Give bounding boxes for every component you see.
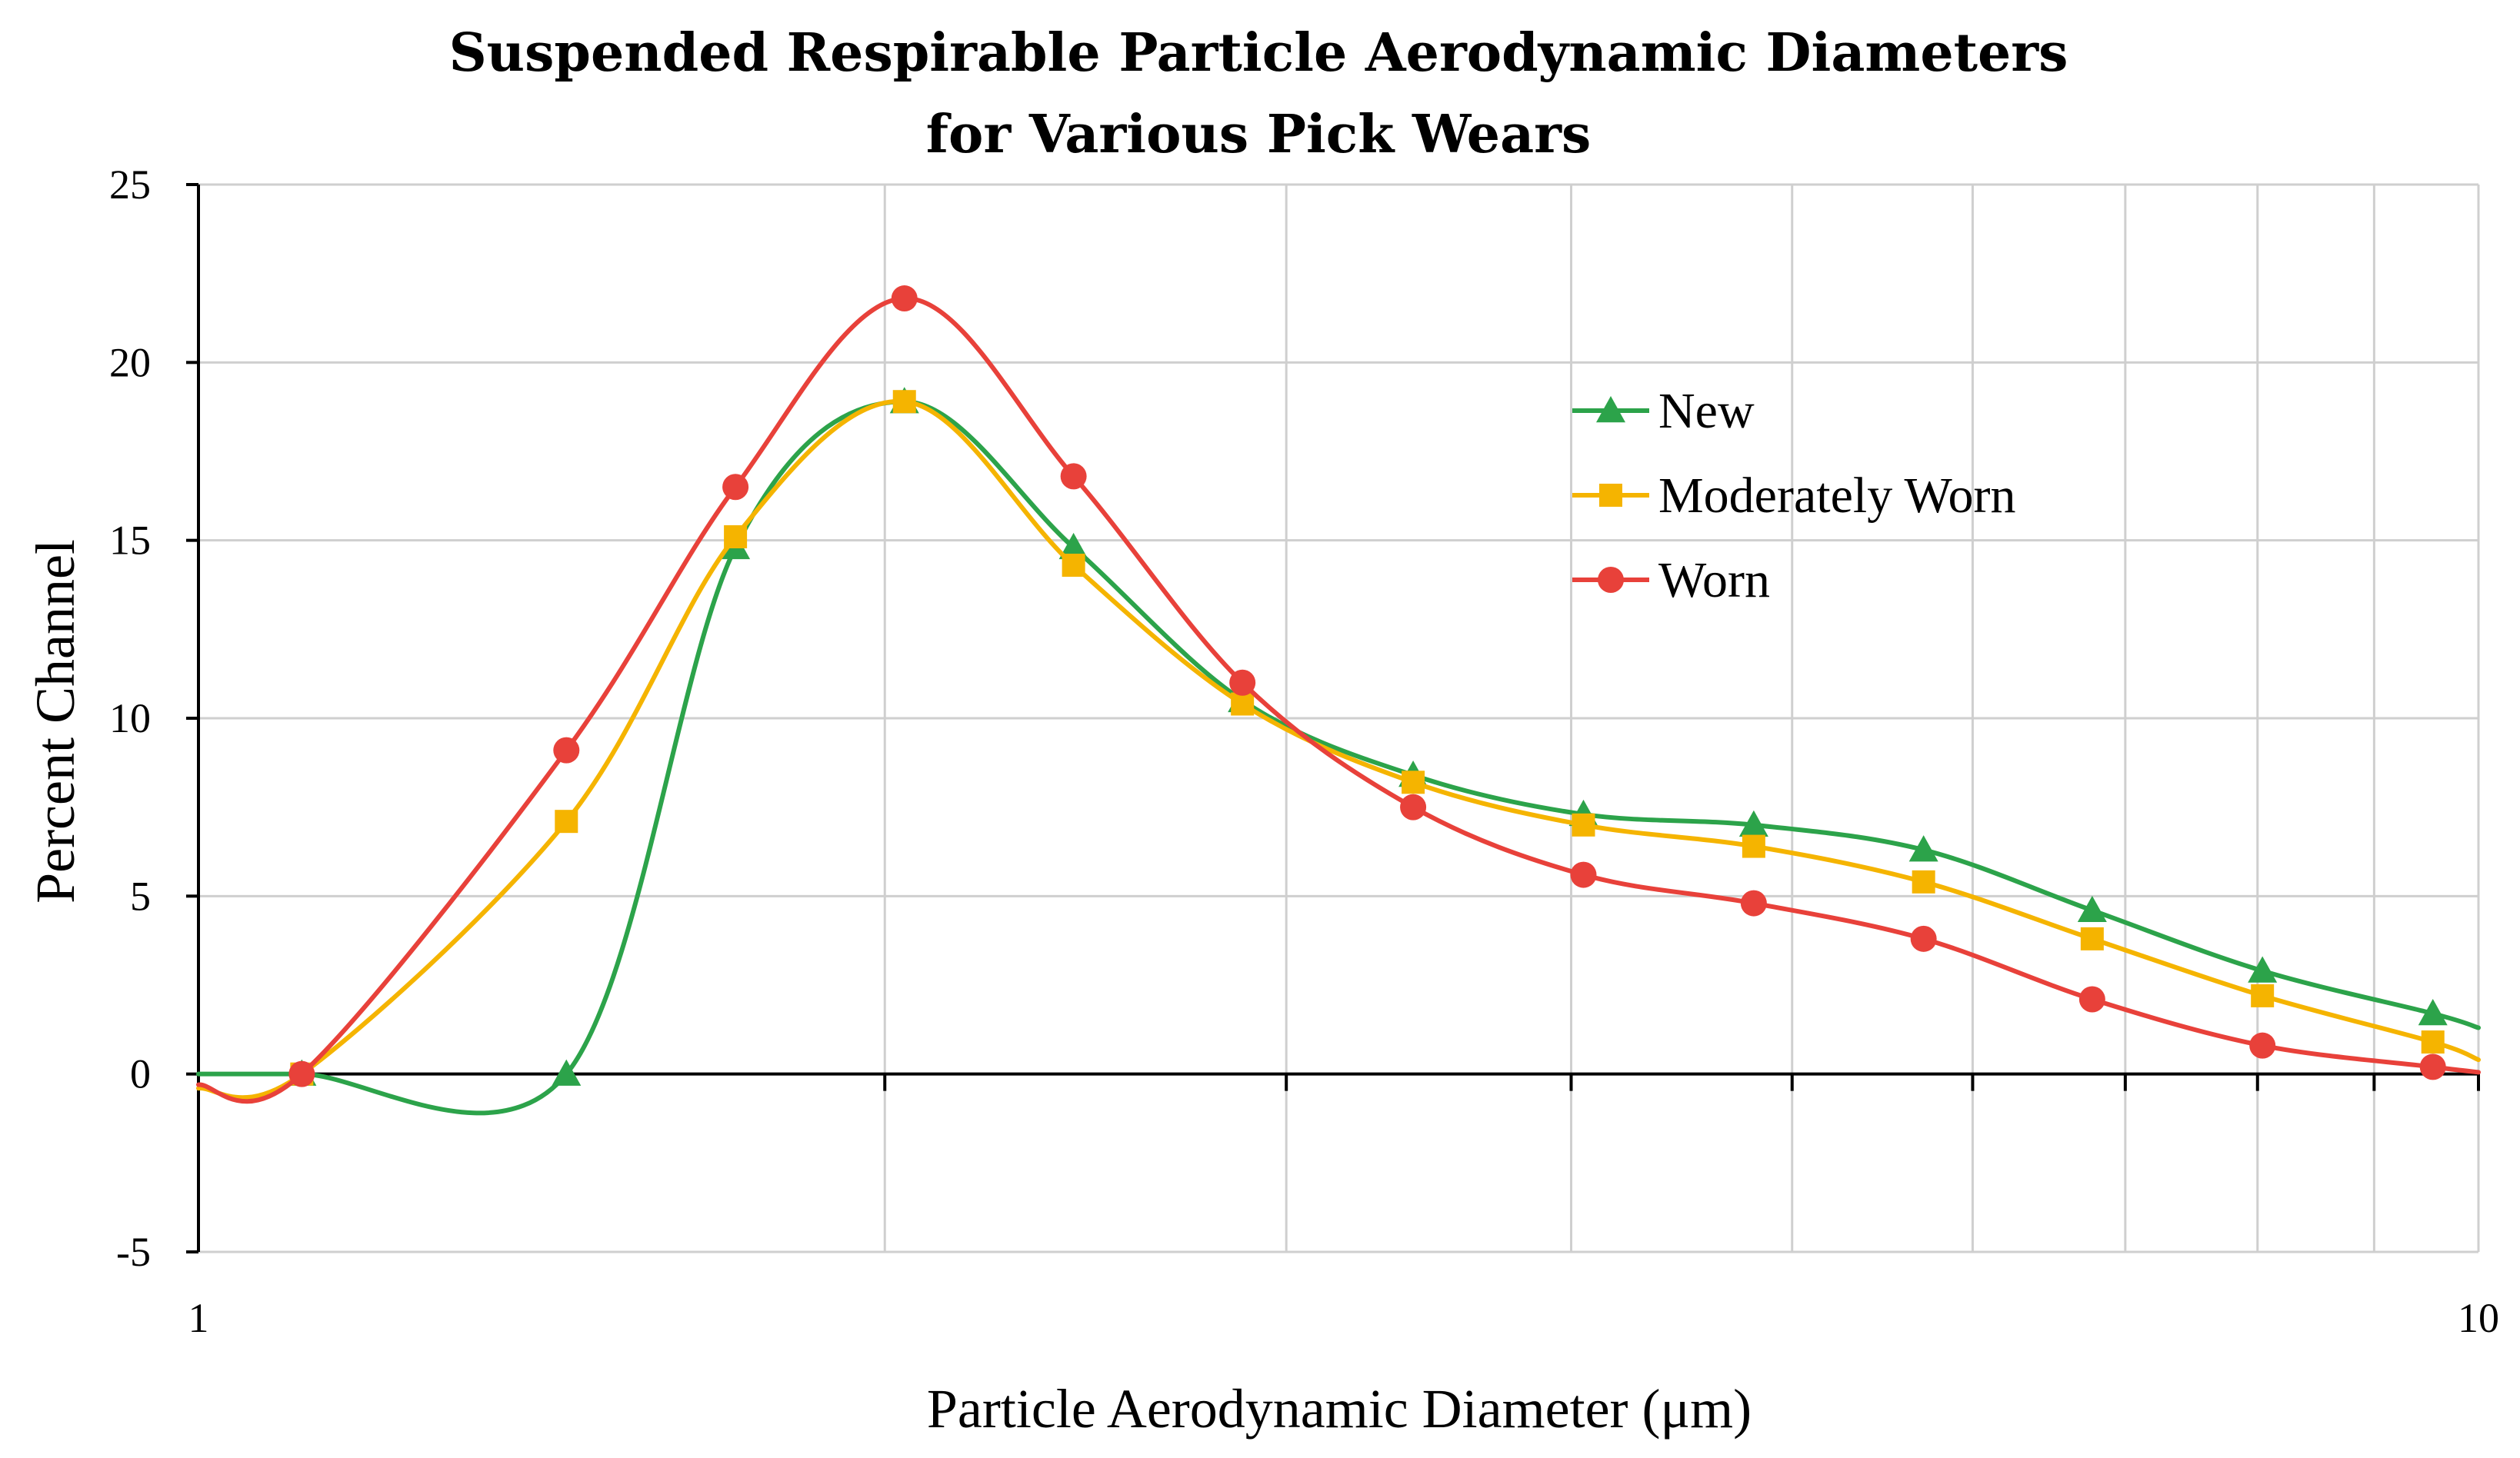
data-point [1740, 890, 1767, 917]
data-point [892, 390, 916, 414]
y-tick-label: 5 [130, 873, 151, 919]
legend-label: Worn [1658, 552, 1770, 608]
series-line [196, 399, 2481, 1116]
data-point [1400, 794, 1427, 821]
data-point [2078, 986, 2105, 1013]
data-point [1229, 669, 1256, 696]
y-tick-label: 10 [109, 695, 151, 741]
legend-label: New [1658, 383, 1755, 439]
x-tick-label: 10 [2458, 1295, 2499, 1341]
data-point [1231, 692, 1255, 716]
legend-marker [1596, 396, 1625, 423]
data-point [2421, 1030, 2445, 1054]
data-point [891, 285, 918, 312]
data-point [1908, 835, 1938, 862]
legend-entry: Moderately Worn [1572, 468, 2016, 524]
data-point [2077, 895, 2107, 923]
data-point [2249, 1032, 2276, 1059]
y-tick-label: 25 [109, 161, 151, 208]
x-tick-label: 1 [188, 1295, 209, 1341]
data-point [1402, 771, 1425, 794]
series-new [196, 387, 2481, 1116]
tick-labels: -5 0 5 10 15 20 25 1 10 [109, 161, 2499, 1341]
data-point [1572, 813, 1595, 837]
chart-title-line-1: Suspended Respirable Particle Aerodynami… [449, 22, 2068, 84]
data-point [2418, 999, 2448, 1026]
data-point [1742, 834, 1765, 858]
legend: New Moderately Worn Worn [1572, 383, 2016, 608]
legend-entry: New [1572, 383, 1755, 439]
y-axis-label: Percent Channel [25, 539, 86, 904]
y-tick-label: 20 [109, 339, 151, 385]
data-point [1570, 861, 1597, 888]
data-point [1062, 554, 1085, 578]
data-point [288, 1060, 315, 1087]
data-point [2080, 927, 2104, 950]
chart-title-line-2: for Various Pick Wears [926, 104, 1592, 165]
data-point [2251, 984, 2275, 1007]
legend-entry: Worn [1572, 552, 1770, 608]
y-tick-label: 0 [130, 1051, 151, 1097]
data-point [1912, 870, 1935, 894]
y-tick-label: 15 [109, 518, 151, 564]
series-line [196, 399, 2481, 1100]
data-point [2419, 1054, 2446, 1080]
series-worn [196, 285, 2481, 1104]
data-point [1058, 532, 1088, 560]
data-point [1738, 810, 1768, 837]
data-point [724, 525, 748, 549]
chart-title: Suspended Respirable Particle Aerodynami… [449, 22, 2068, 165]
data-point [1060, 463, 1087, 490]
series-line [196, 296, 2481, 1104]
data-point [553, 737, 580, 764]
data-point [2248, 956, 2278, 983]
legend-marker [1598, 567, 1624, 593]
x-axis-label: Particle Aerodynamic Diameter (μm) [927, 1378, 1752, 1440]
data-point [722, 474, 749, 501]
data-point [552, 1059, 582, 1086]
legend-label: Moderately Worn [1658, 468, 2016, 524]
y-tick-label: -5 [116, 1229, 151, 1275]
series-layer [196, 285, 2481, 1116]
data-point [555, 810, 578, 834]
data-point [1910, 925, 1937, 952]
legend-marker [1599, 484, 1622, 507]
series-moderately-worn [196, 390, 2481, 1100]
gridlines [197, 183, 2480, 1253]
